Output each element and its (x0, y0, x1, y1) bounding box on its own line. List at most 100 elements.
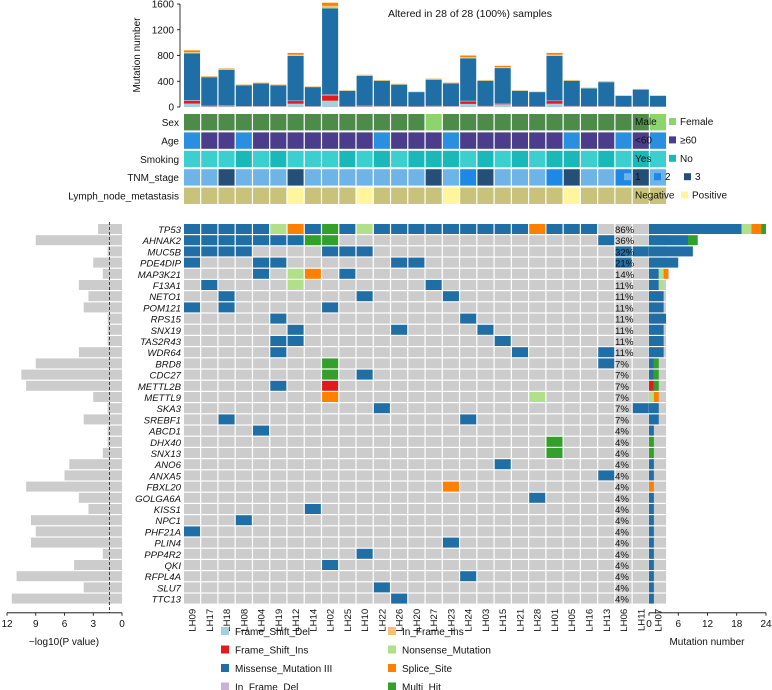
clinical-cell (235, 114, 252, 131)
top-bar-segment (460, 57, 477, 58)
mutation-cell (511, 268, 528, 279)
clinical-cell (580, 187, 598, 204)
clinical-cell (546, 169, 563, 186)
gene-percent: 4% (615, 438, 629, 449)
mutation-cell (391, 414, 408, 425)
mutation-cell (304, 459, 321, 470)
mutation-cell (598, 268, 615, 279)
mutation-cell (632, 302, 649, 313)
mutation-cell (442, 358, 459, 369)
mutation-cell (270, 492, 287, 503)
mutation-cell (184, 425, 201, 436)
mutation-cell (373, 257, 390, 268)
mutation-cell (218, 347, 235, 358)
clinical-cell (563, 132, 580, 149)
mutation-cell (339, 481, 356, 492)
mutation-cell (598, 548, 615, 559)
mutation-cell (184, 593, 201, 604)
mutation-cell (339, 268, 356, 279)
clinical-cell (184, 114, 201, 131)
sample-label: LH23 (446, 609, 457, 632)
clinical-cell (598, 187, 615, 204)
clinical-cell (184, 169, 201, 186)
mutation-cell (442, 425, 459, 436)
mutation-cell (546, 560, 563, 570)
mutation-matrix: TP53 86% AHNAK2 36% MUC5B 32% PDE4DIP 21% MAP3K2… (135, 224, 667, 632)
mutation-cell (373, 593, 390, 604)
mutation-cell (425, 593, 442, 604)
mutation-cell (442, 392, 459, 402)
mutation-cell (322, 291, 339, 302)
mutation-cell (322, 324, 339, 335)
mutation-cell (425, 504, 442, 514)
top-bar-segment (425, 106, 442, 107)
mutation-cell (304, 526, 321, 537)
top-bar-segment (322, 95, 339, 101)
mutation-cell (563, 380, 580, 391)
mutation-cell (425, 548, 442, 559)
mutation-cell (235, 302, 252, 313)
mutation-cell (322, 515, 339, 526)
mutation-cell (391, 392, 408, 402)
gene-label: WDR64 (147, 348, 181, 359)
mutation-cell (235, 571, 252, 582)
mutation-cell (546, 571, 563, 582)
mutation-cell (287, 369, 304, 380)
mutation-cell (494, 593, 511, 604)
mutation-cell (580, 403, 598, 414)
mutation-cell (322, 593, 339, 604)
mutation-cell (322, 582, 339, 593)
gene-count-segment (649, 336, 664, 346)
mutation-cell (253, 593, 270, 604)
clinical-cell (477, 114, 494, 131)
gene-count-segment (649, 425, 654, 436)
mutation-cell (373, 392, 390, 402)
gene-mutation-number-chart: 0 6 12 18 24 Mutation number (646, 224, 772, 648)
pvalue-bar (107, 246, 122, 257)
mutation-cell (529, 448, 546, 458)
mutation-cell (253, 235, 270, 246)
mutation-cell (287, 582, 304, 593)
mutation-cell (201, 481, 218, 492)
mutation-cell (373, 358, 390, 369)
mutation-cell (580, 582, 598, 593)
mutation-cell (580, 336, 598, 346)
top-bar-segment (546, 55, 563, 56)
mutation-cell (218, 548, 235, 559)
mutation-cell (442, 336, 459, 346)
mutation-cell (477, 548, 494, 559)
mutation-cell (391, 425, 408, 436)
mutation-cell (408, 459, 425, 470)
clinical-cell (391, 114, 408, 131)
clinical-cell (218, 150, 235, 168)
clinical-cell (304, 132, 321, 149)
mutation-cell (235, 470, 252, 481)
gene-label: SLU7 (157, 583, 182, 594)
mutation-cell (598, 369, 615, 380)
mutation-cell (201, 515, 218, 526)
mutation-cell (598, 380, 615, 391)
gene-label: SREBF1 (144, 415, 181, 426)
mutation-cell (253, 470, 270, 481)
chart-title: Altered in 28 of 28 (100%) samples (388, 8, 552, 20)
clinical-legend-label: Yes (635, 154, 651, 165)
mutation-cell (218, 268, 235, 279)
gene-count-segment (649, 392, 654, 402)
mutation-cell (632, 537, 649, 548)
mutation-cell (529, 571, 546, 582)
top-bar-segment (339, 90, 356, 107)
pvalue-bar (88, 291, 122, 302)
mutation-cell (511, 392, 528, 402)
top-bar-segment (460, 101, 477, 104)
mutation-cell (425, 582, 442, 593)
mutation-cell (356, 548, 373, 559)
mutation-cell (322, 257, 339, 268)
mutation-cell (546, 369, 563, 380)
mutation-cell (322, 436, 339, 447)
mutation-cell (650, 593, 667, 604)
gene-label: MAP3K21 (138, 270, 181, 281)
top-bar-segment (184, 52, 201, 54)
legend-swatch (388, 664, 396, 672)
mutation-cell (425, 302, 442, 313)
mutation-type-legend: Frame_Shift_Del In_Frame_Ins Frame_Shift_I… (221, 627, 491, 690)
